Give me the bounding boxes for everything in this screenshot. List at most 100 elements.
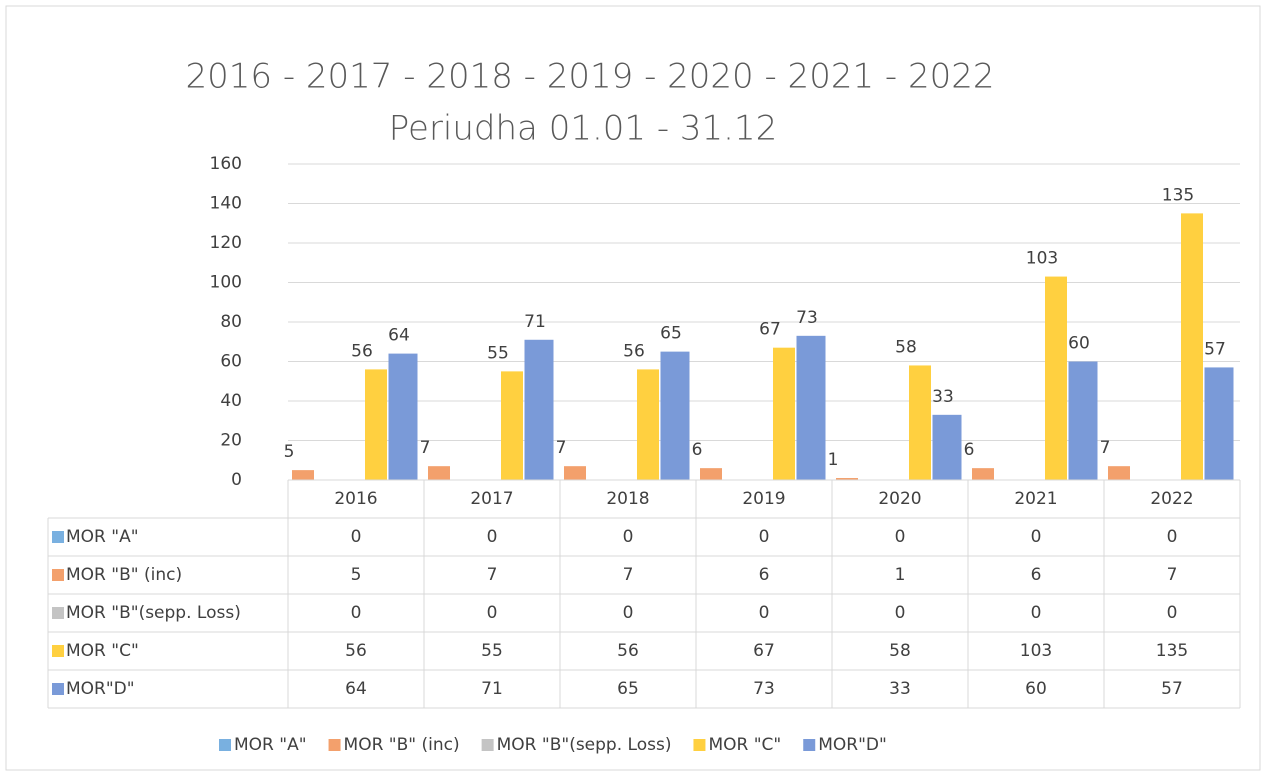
- legend-key: [52, 569, 64, 581]
- table-cell: 33: [889, 679, 911, 699]
- bar: [564, 466, 586, 480]
- y-tick-label: 120: [210, 233, 242, 253]
- legend-key: [52, 531, 64, 543]
- data-label: 73: [796, 308, 818, 328]
- table-cell: 65: [617, 679, 639, 699]
- chart-title: 2016 - 2017 - 2018 - 2019 - 2020 - 2021 …: [186, 57, 995, 97]
- data-label: 7: [556, 438, 567, 458]
- table-cell: 1: [895, 565, 906, 585]
- table-cell: 0: [1031, 603, 1042, 623]
- row-header: MOR "B"(sepp. Loss): [66, 603, 241, 623]
- data-label: 56: [351, 341, 373, 361]
- bar: [292, 470, 314, 480]
- x-tick-label: 2019: [742, 489, 785, 509]
- table-cell: 56: [617, 641, 639, 661]
- bar: [1204, 367, 1234, 480]
- row-header: MOR "B" (inc): [66, 565, 182, 585]
- legend-label: MOR"D": [818, 735, 887, 755]
- x-tick-label: 2022: [1150, 489, 1193, 509]
- row-header: MOR "C": [66, 641, 139, 661]
- bar: [501, 371, 523, 480]
- legend-key: [693, 739, 706, 751]
- table-cell: 6: [1031, 565, 1042, 585]
- legend-label: MOR "B"(sepp. Loss): [497, 735, 672, 755]
- bar: [796, 335, 826, 480]
- bar: [773, 347, 795, 480]
- table-cell: 73: [753, 679, 775, 699]
- bar: [700, 468, 722, 480]
- legend-key: [52, 645, 64, 657]
- table-cell: 0: [351, 527, 362, 547]
- data-label: 135: [1162, 185, 1194, 205]
- row-header: MOR "A": [66, 527, 139, 547]
- bar: [365, 369, 387, 480]
- legend-label: MOR "B" (inc): [344, 735, 460, 755]
- bar: [660, 351, 690, 480]
- table-cell: 58: [889, 641, 911, 661]
- bar: [1181, 213, 1203, 480]
- table-cell: 0: [487, 603, 498, 623]
- table-cell: 60: [1025, 679, 1047, 699]
- bar: [1108, 466, 1130, 480]
- table-cell: 0: [351, 603, 362, 623]
- legend-key: [803, 739, 816, 751]
- table-cell: 0: [623, 527, 634, 547]
- table-cell: 57: [1161, 679, 1183, 699]
- table-cell: 55: [481, 641, 503, 661]
- table-cell: 0: [623, 603, 634, 623]
- bar: [836, 478, 858, 480]
- x-tick-label: 2020: [878, 489, 921, 509]
- table-cell: 0: [1167, 527, 1178, 547]
- data-label: 60: [1068, 334, 1090, 354]
- table-cell: 67: [753, 641, 775, 661]
- bar: [1068, 361, 1098, 480]
- row-header: MOR"D": [66, 679, 135, 699]
- y-tick-label: 160: [210, 154, 242, 174]
- table-cell: 7: [623, 565, 634, 585]
- data-label: 5: [284, 442, 295, 462]
- table-cell: 7: [1167, 565, 1178, 585]
- data-label: 67: [759, 320, 781, 340]
- y-tick-label: 140: [210, 194, 242, 214]
- x-tick-label: 2017: [470, 489, 513, 509]
- bar: [1045, 276, 1067, 480]
- data-label: 58: [895, 337, 917, 357]
- data-label: 6: [692, 440, 703, 460]
- y-tick-label: 60: [220, 352, 242, 372]
- legend-key: [328, 739, 341, 751]
- table-cell: 103: [1020, 641, 1052, 661]
- data-label: 64: [388, 326, 410, 346]
- table-cell: 71: [481, 679, 503, 699]
- y-tick-label: 20: [220, 431, 242, 451]
- bar: [909, 365, 931, 480]
- y-tick-label: 40: [220, 391, 242, 411]
- data-label: 7: [1100, 438, 1111, 458]
- chart-subtitle: Periudha 01.01 - 31.12: [389, 109, 778, 149]
- data-label: 71: [524, 312, 546, 332]
- table-cell: 0: [895, 527, 906, 547]
- table-cell: 56: [345, 641, 367, 661]
- bar: [637, 369, 659, 480]
- bar: [524, 339, 554, 480]
- data-label: 55: [487, 343, 509, 363]
- y-tick-label: 0: [231, 470, 242, 490]
- bar: [972, 468, 994, 480]
- table-cell: 0: [759, 603, 770, 623]
- table-cell: 0: [1167, 603, 1178, 623]
- bar: [428, 466, 450, 480]
- legend-key: [52, 683, 64, 695]
- data-label: 103: [1026, 249, 1058, 269]
- data-label: 56: [623, 341, 645, 361]
- y-tick-label: 80: [220, 312, 242, 332]
- data-label: 7: [420, 438, 431, 458]
- table-cell: 6: [759, 565, 770, 585]
- data-label: 57: [1204, 339, 1226, 359]
- table-cell: 7: [487, 565, 498, 585]
- data-label: 33: [932, 387, 954, 407]
- legend-key: [219, 739, 231, 751]
- legend-key: [52, 607, 64, 619]
- table-cell: 5: [351, 565, 362, 585]
- data-label: 6: [964, 440, 975, 460]
- bar: [932, 414, 962, 480]
